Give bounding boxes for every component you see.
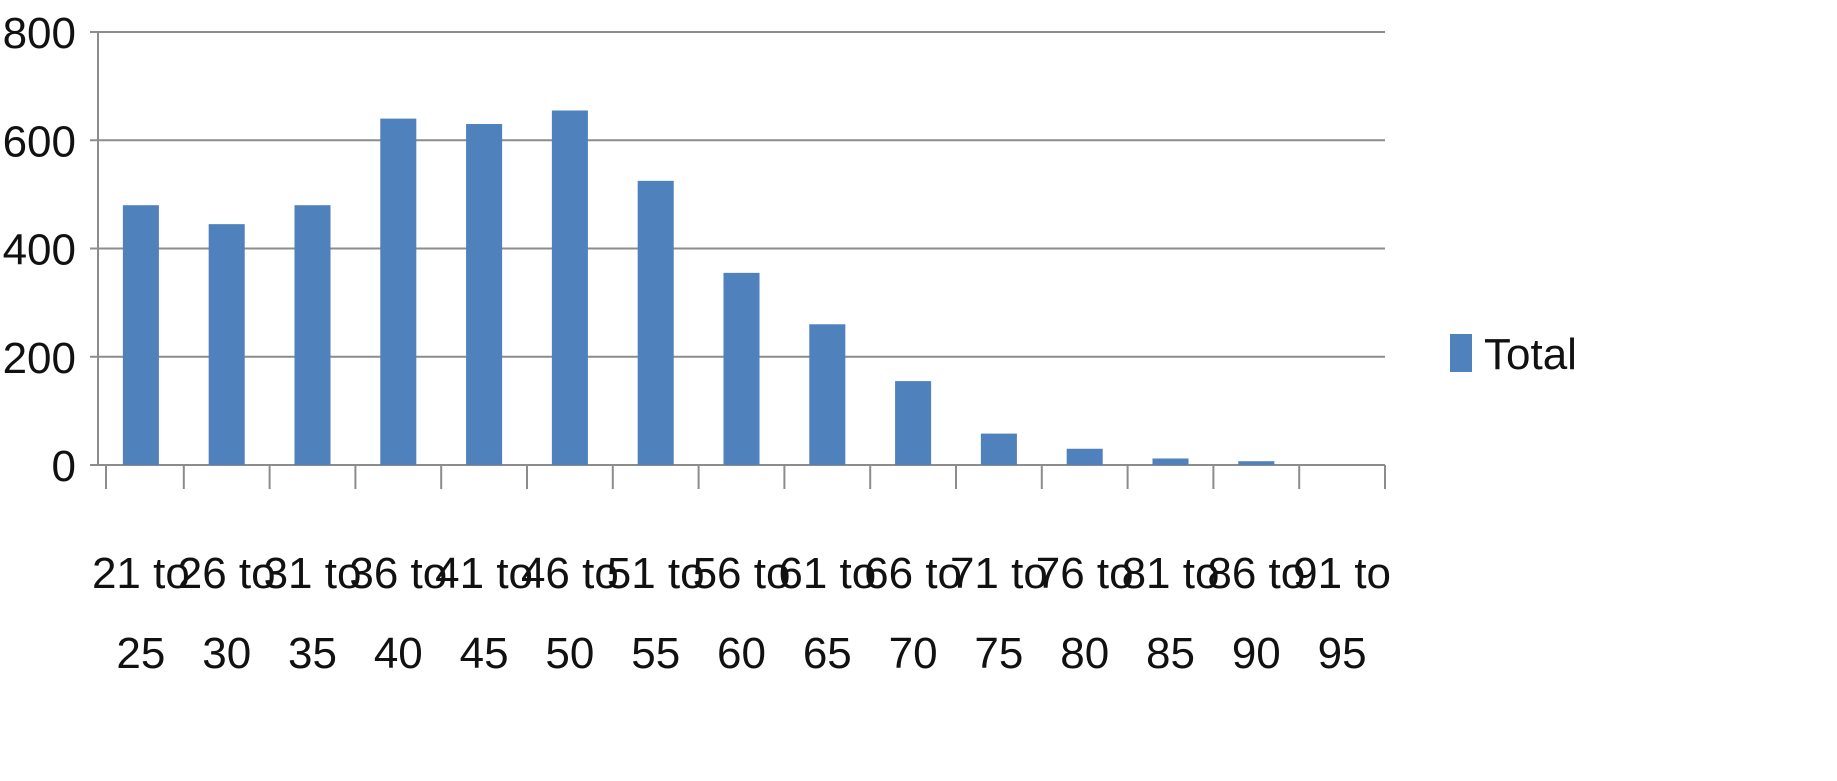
legend: Total [1450, 330, 1577, 379]
y-tick-label: 0 [52, 442, 76, 491]
x-tick-label: 46 to 50 [521, 549, 619, 678]
bar-21-to-25 [123, 205, 159, 465]
bar-76-to-80 [1067, 449, 1103, 465]
bars [123, 110, 1274, 465]
x-tick-label: 86 to 90 [1207, 549, 1305, 678]
bar-46-to-50 [552, 110, 588, 465]
bar-41-to-45 [466, 124, 502, 465]
bar-61-to-65 [809, 324, 845, 465]
bar-71-to-75 [981, 434, 1017, 465]
y-tick-label: 800 [3, 9, 76, 58]
y-tick-label: 400 [3, 226, 76, 275]
bar-26-to-30 [209, 224, 245, 465]
x-tick-label: 61 to 65 [778, 549, 876, 678]
x-tick-label: 91 to 95 [1293, 549, 1391, 678]
bar-36-to-40 [380, 119, 416, 465]
bar-31-to-35 [294, 205, 330, 465]
x-tick-label: 21 to 25 [92, 549, 190, 678]
legend-label: Total [1484, 330, 1577, 379]
x-tick-label: 51 to 55 [607, 549, 705, 678]
x-tick-label: 66 to 70 [864, 549, 962, 678]
x-tick-label: 36 to 40 [349, 549, 447, 678]
x-tick-label: 26 to 30 [178, 549, 276, 678]
y-tick-label: 200 [3, 334, 76, 383]
bar-51-to-55 [638, 181, 674, 465]
bar-56-to-60 [723, 273, 759, 465]
x-tick-label: 81 to 85 [1122, 549, 1220, 678]
bar-86-to-90 [1238, 461, 1274, 465]
x-tick-label: 41 to 45 [435, 549, 533, 678]
bar-66-to-70 [895, 381, 931, 465]
bar-81-to-85 [1152, 459, 1188, 465]
x-tick-label: 71 to 75 [950, 549, 1048, 678]
x-tick-label: 76 to 80 [1036, 549, 1134, 678]
legend-swatch [1450, 334, 1472, 372]
x-tick-label: 56 to 60 [693, 549, 791, 678]
x-tick-label: 31 to 35 [264, 549, 362, 678]
y-tick-label: 600 [3, 117, 76, 166]
